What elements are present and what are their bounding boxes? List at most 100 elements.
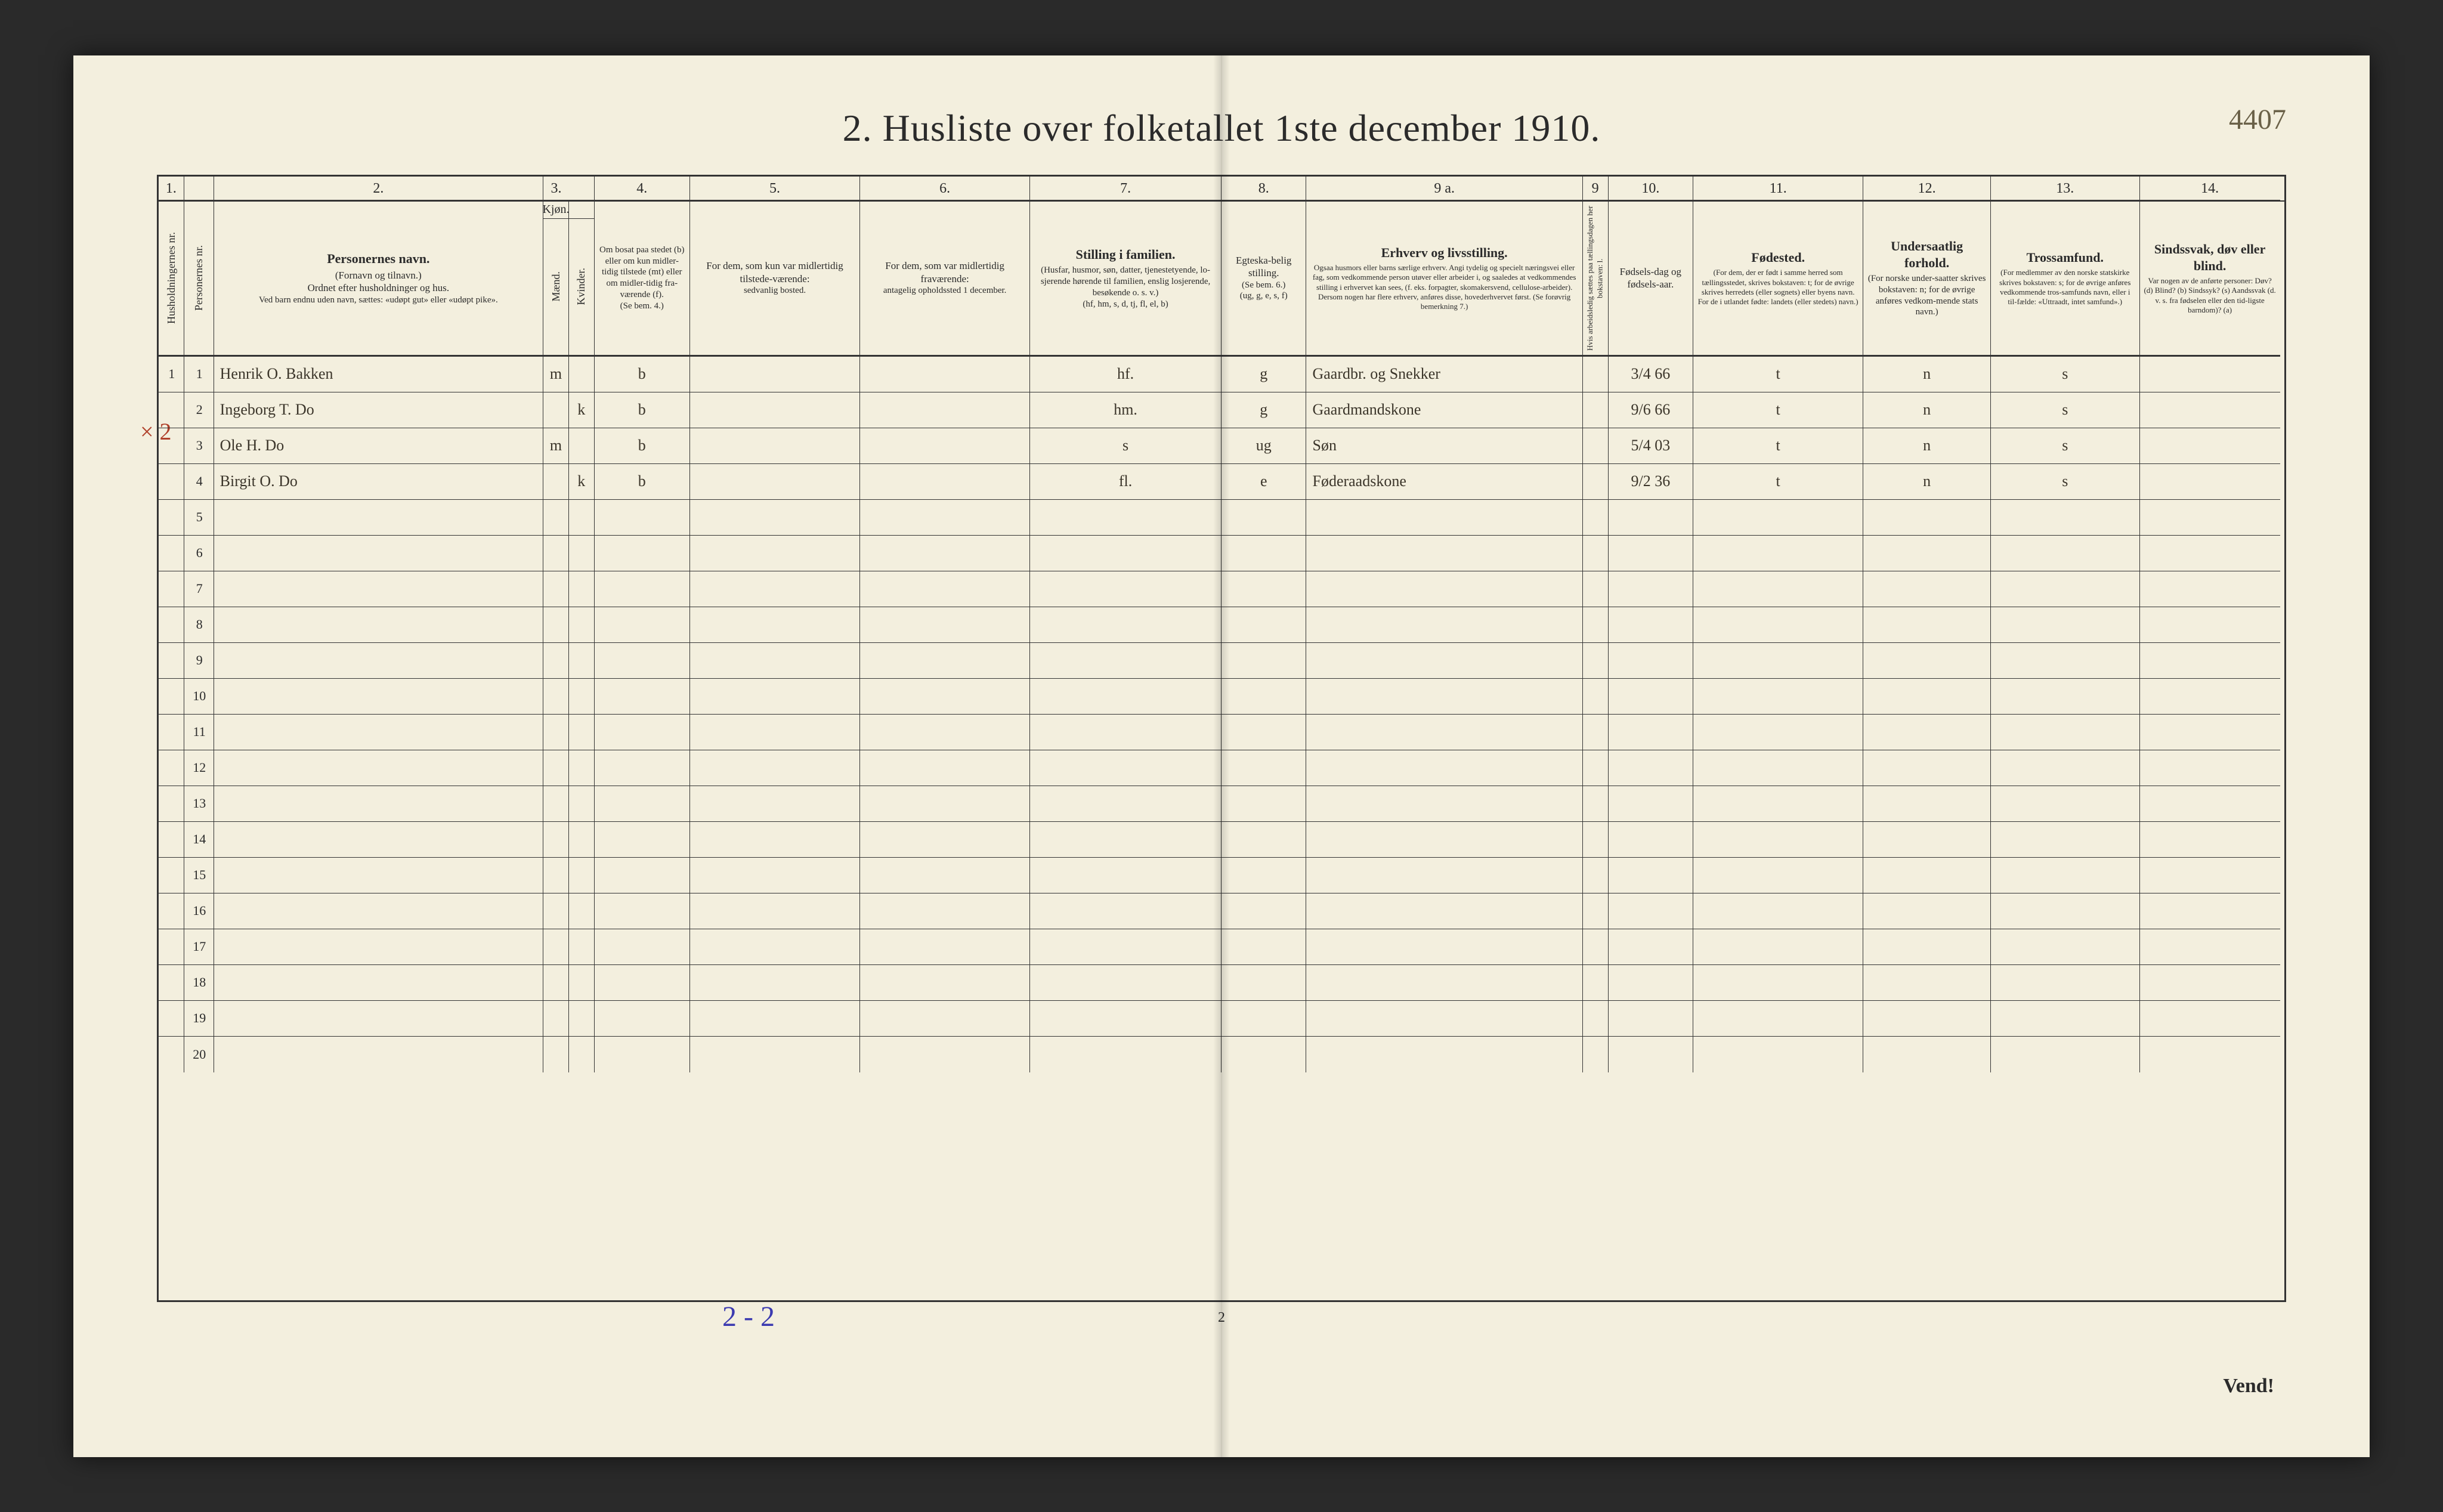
column-number-row: 1. 2. 3. 4. 5. 6. 7. 8. 9 a. 9 b. 10. 11…	[159, 177, 2284, 202]
table-cell	[1583, 607, 1609, 643]
table-cell	[2140, 715, 2280, 750]
table-cell	[1583, 428, 1609, 464]
table-cell	[1991, 679, 2139, 715]
table-row: 15	[159, 858, 2284, 893]
table-cell	[595, 571, 690, 607]
hdr-3b: Kvinder.	[569, 202, 595, 357]
table-cell	[1693, 715, 1863, 750]
table-cell	[595, 1037, 690, 1072]
table-cell	[569, 893, 595, 929]
table-cell	[1583, 1001, 1609, 1037]
table-cell	[543, 858, 569, 893]
table-cell	[1222, 679, 1307, 715]
table-cell: Birgit O. Do	[214, 464, 543, 500]
table-cell: 9/2 36	[1609, 464, 1694, 500]
table-cell: 19	[184, 1001, 214, 1037]
col-num-7: 7.	[1030, 177, 1222, 200]
table-cell: 20	[184, 1037, 214, 1072]
table-cell	[690, 357, 860, 392]
table-cell	[569, 715, 595, 750]
col-num-9a: 9 a.	[1306, 177, 1582, 200]
table-cell	[214, 929, 543, 965]
table-cell	[214, 822, 543, 858]
hdr-5: For dem, som kun var midlertidig tilsted…	[690, 202, 860, 357]
table-cell	[1583, 464, 1609, 500]
table-cell	[1609, 500, 1694, 536]
table-cell	[1863, 893, 1991, 929]
column-header-row: Husholdningernes nr. Personernes nr. Per…	[159, 202, 2284, 357]
table-cell	[1222, 965, 1307, 1001]
col-num-1: 1.	[159, 177, 184, 200]
table-cell	[2140, 428, 2280, 464]
table-cell: t	[1693, 464, 1863, 500]
table-cell	[2140, 1001, 2280, 1037]
table-cell	[214, 750, 543, 786]
table-cell	[1030, 1001, 1222, 1037]
table-cell	[690, 392, 860, 428]
table-row: 8	[159, 607, 2284, 643]
table-cell	[860, 571, 1030, 607]
table-cell	[595, 786, 690, 822]
hdr-2: Personernes navn. (Fornavn og tilnavn.) …	[214, 202, 543, 357]
table-cell	[2140, 464, 2280, 500]
table-cell	[1306, 643, 1582, 679]
table-cell	[1609, 822, 1694, 858]
table-cell	[690, 1037, 860, 1072]
table-cell	[1609, 929, 1694, 965]
table-cell	[690, 822, 860, 858]
table-cell: 13	[184, 786, 214, 822]
table-row: 14	[159, 822, 2284, 858]
table-cell	[1306, 893, 1582, 929]
table-cell	[690, 965, 860, 1001]
table-cell	[690, 643, 860, 679]
table-cell: k	[569, 392, 595, 428]
table-cell: s	[1991, 464, 2139, 500]
table-cell	[1991, 858, 2139, 893]
table-cell	[860, 357, 1030, 392]
table-cell	[1222, 750, 1307, 786]
table-cell	[860, 715, 1030, 750]
table-cell	[214, 536, 543, 571]
table-cell	[595, 929, 690, 965]
table-cell	[2140, 786, 2280, 822]
table-cell	[1609, 893, 1694, 929]
table-cell	[860, 679, 1030, 715]
table-cell	[1030, 750, 1222, 786]
table-cell	[1222, 643, 1307, 679]
table-row: 5	[159, 500, 2284, 536]
table-cell	[569, 822, 595, 858]
table-cell	[1609, 1001, 1694, 1037]
table-cell	[214, 893, 543, 929]
table-cell	[214, 500, 543, 536]
table-cell	[1991, 893, 2139, 929]
table-cell: b	[595, 392, 690, 428]
table-cell	[860, 965, 1030, 1001]
table-cell	[690, 464, 860, 500]
table-cell	[595, 715, 690, 750]
table-cell	[569, 1001, 595, 1037]
table-cell	[1306, 965, 1582, 1001]
table-cell	[1306, 929, 1582, 965]
table-cell	[159, 929, 184, 965]
table-cell	[1609, 715, 1694, 750]
table-cell	[1306, 1001, 1582, 1037]
table-cell	[159, 643, 184, 679]
table-cell: 10	[184, 679, 214, 715]
table-cell	[690, 929, 860, 965]
table-cell	[1222, 1037, 1307, 1072]
table-cell	[595, 607, 690, 643]
table-cell	[2140, 643, 2280, 679]
table-cell: n	[1863, 464, 1991, 500]
table-cell	[1609, 786, 1694, 822]
table-row: 18	[159, 965, 2284, 1001]
table-cell	[159, 822, 184, 858]
table-cell	[1863, 1037, 1991, 1072]
table-cell	[159, 893, 184, 929]
table-cell	[595, 500, 690, 536]
table-cell	[569, 750, 595, 786]
table-cell	[1693, 929, 1863, 965]
table-cell: 12	[184, 750, 214, 786]
table-cell	[1583, 822, 1609, 858]
table-cell	[1693, 965, 1863, 1001]
table-cell	[543, 715, 569, 750]
